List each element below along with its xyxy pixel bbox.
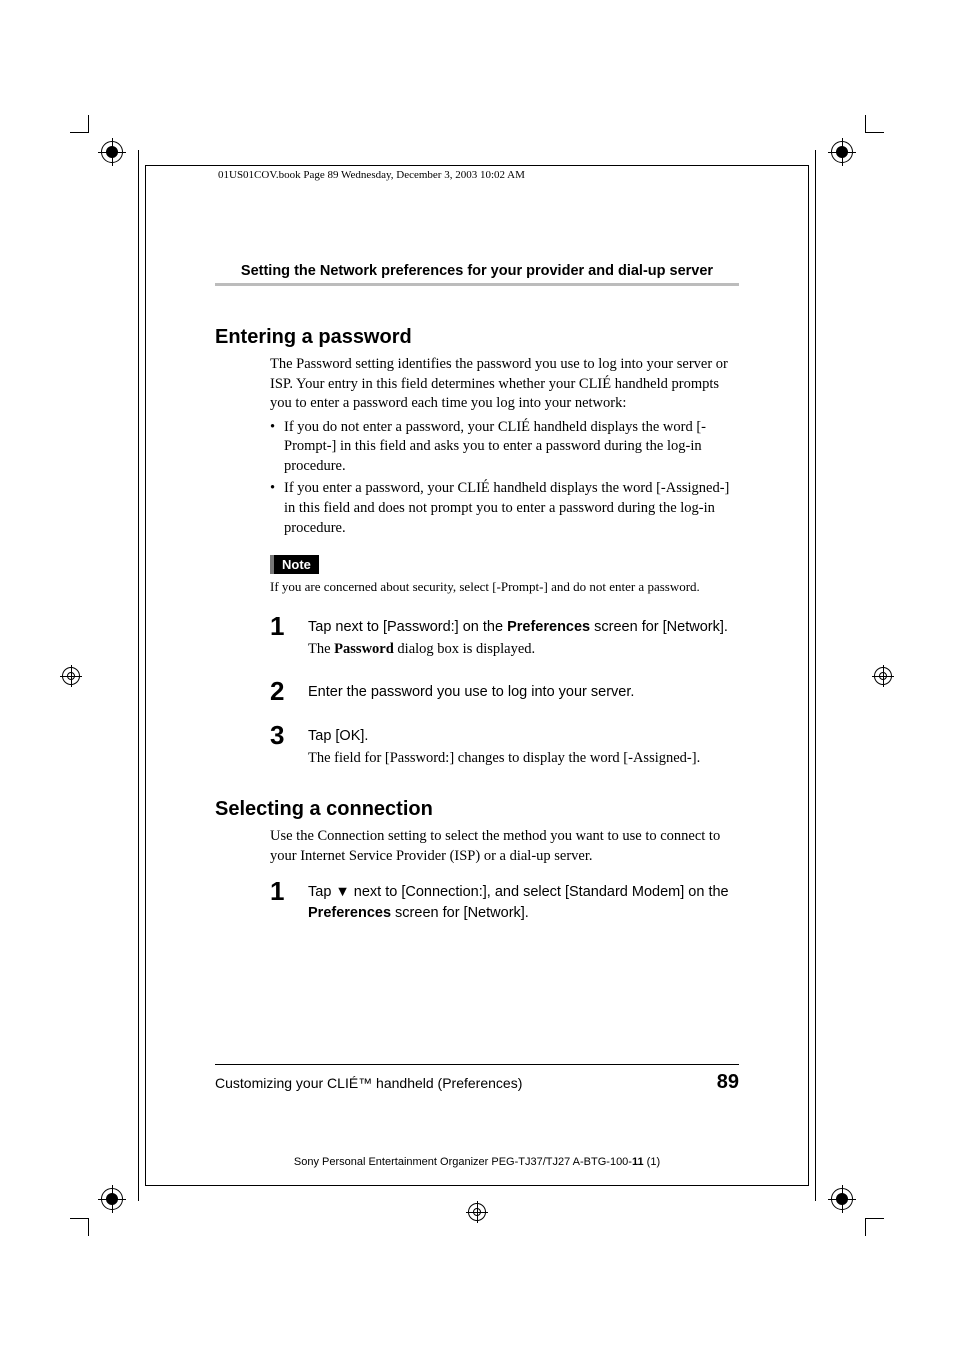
imprint-pre: Sony Personal Entertainment Organizer PE… (294, 1156, 632, 1168)
page-content: 01US01COV.book Page 89 Wednesday, Decemb… (160, 165, 794, 1186)
step: 2 Enter the password you use to log into… (270, 678, 739, 704)
crop-mark (70, 1218, 88, 1219)
subsection-title-password: Entering a password (215, 326, 739, 349)
page-number: 89 (717, 1071, 739, 1094)
registration-mark (872, 665, 894, 687)
bullet-list: If you do not enter a password, your CLI… (270, 418, 739, 538)
footer-chapter: Customizing your CLIÉ™ handheld (Prefere… (215, 1075, 522, 1091)
intro-paragraph: The Password setting identifies the pass… (270, 355, 739, 414)
steps-list: 1 Tap next to [Password:] on the Prefere… (270, 613, 739, 768)
step-number: 1 (270, 613, 290, 660)
step-text: Tap [OK]. (308, 728, 368, 744)
imprint-post: (1) (644, 1156, 661, 1168)
page-inner-rule (138, 150, 139, 1201)
bullet-item: If you do not enter a password, your CLI… (270, 418, 739, 477)
step-subtext: The Password dialog box is displayed. (308, 639, 728, 659)
crop-mark (88, 115, 89, 133)
section-header: Setting the Network preferences for your… (215, 263, 739, 279)
footer-rule (215, 1064, 739, 1065)
step: 1 Tap ▼ next to [Connection:], and selec… (270, 878, 739, 923)
step: 3 Tap [OK]. The field for [Password:] ch… (270, 722, 739, 769)
running-book-header: 01US01COV.book Page 89 Wednesday, Decemb… (218, 169, 739, 181)
step-number: 3 (270, 722, 290, 769)
step-body: Enter the password you use to log into y… (308, 678, 634, 704)
step-body: Tap next to [Password:] on the Preferenc… (308, 613, 728, 660)
step-text: Enter the password you use to log into y… (308, 684, 634, 700)
header-rule (215, 283, 739, 286)
step: 1 Tap next to [Password:] on the Prefere… (270, 613, 739, 660)
crop-mark (866, 132, 884, 133)
step-text: Tap next to [Password:] on the Preferenc… (308, 619, 728, 635)
step-body: Tap ▼ next to [Connection:], and select … (308, 878, 739, 923)
registration-mark (60, 665, 82, 687)
page-inner-rule (815, 150, 816, 1201)
step-number: 1 (270, 878, 290, 923)
crop-mark (865, 1218, 866, 1236)
imprint-bold: 11 (632, 1156, 644, 1168)
crop-mark (866, 1218, 884, 1219)
registration-mark (98, 138, 126, 166)
step-text: Tap ▼ next to [Connection:], and select … (308, 884, 729, 920)
page-footer: Customizing your CLIÉ™ handheld (Prefere… (215, 1064, 739, 1168)
registration-mark (466, 1201, 488, 1223)
registration-mark (828, 1185, 856, 1213)
registration-mark (828, 138, 856, 166)
bullet-item: If you enter a password, your CLIÉ handh… (270, 479, 739, 538)
crop-mark (70, 132, 88, 133)
crop-mark (88, 1218, 89, 1236)
crop-mark (865, 115, 866, 133)
footer-imprint: Sony Personal Entertainment Organizer PE… (215, 1156, 739, 1168)
step-body: Tap [OK]. The field for [Password:] chan… (308, 722, 700, 769)
subsection-title-connection: Selecting a connection (215, 798, 739, 821)
intro-paragraph: Use the Connection setting to select the… (270, 827, 739, 866)
note-label: Note (270, 555, 319, 574)
note-text: If you are concerned about security, sel… (270, 579, 739, 595)
steps-list: 1 Tap ▼ next to [Connection:], and selec… (270, 878, 739, 923)
step-number: 2 (270, 678, 290, 704)
step-subtext: The field for [Password:] changes to dis… (308, 748, 700, 768)
registration-mark (98, 1185, 126, 1213)
